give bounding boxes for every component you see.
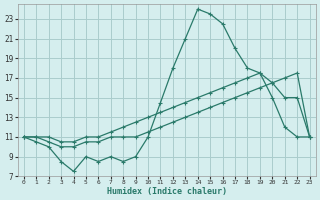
X-axis label: Humidex (Indice chaleur): Humidex (Indice chaleur)	[107, 187, 227, 196]
